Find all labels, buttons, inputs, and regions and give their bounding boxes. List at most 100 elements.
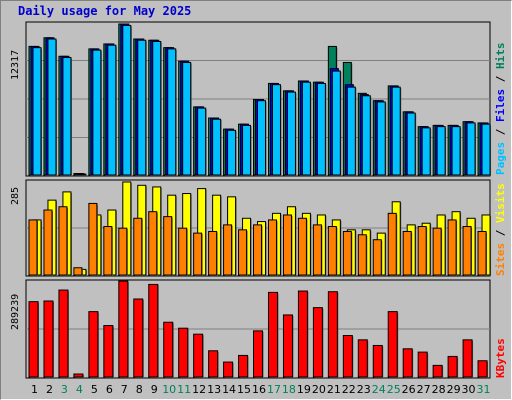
kbytes-bar-16 <box>253 330 264 378</box>
x-tick-label: 23 <box>357 383 371 396</box>
pages-bar-21 <box>331 70 341 176</box>
pages-bar-22 <box>346 86 356 176</box>
legend-visits: Visits <box>494 183 507 223</box>
sites-bar-30 <box>462 226 472 276</box>
pages-bar-4-shadow <box>78 175 87 176</box>
sites-bar-9 <box>148 211 158 276</box>
legend-sites: Sites <box>494 243 507 276</box>
legend-pages: Pages <box>494 142 507 175</box>
x-tick-label: 1 <box>31 383 38 396</box>
pages-bar-2 <box>47 38 57 176</box>
pages-bar-31 <box>481 123 491 176</box>
x-tick-label: 17 <box>267 383 281 396</box>
x-tick-label: 5 <box>91 383 98 396</box>
chart-title: Daily usage for May 2025 <box>18 4 192 18</box>
sites-bar-27 <box>417 226 427 276</box>
x-tick-label: 8 <box>136 383 143 396</box>
kbytes-bar-29 <box>447 355 458 378</box>
kbytes-bar-3 <box>58 289 69 378</box>
sites-bar-26 <box>402 230 412 276</box>
x-tick-label: 22 <box>342 383 356 396</box>
pages-bar-11 <box>182 61 192 176</box>
x-tick-label: 26 <box>402 383 416 396</box>
panel1-ymax-label: 12317 <box>10 50 21 80</box>
pages-bar-5 <box>92 49 102 176</box>
sites-bar-18 <box>282 214 292 276</box>
sites-bar-10 <box>163 216 173 276</box>
panel2-ymax-label: 285 <box>10 187 21 205</box>
pages-bar-24 <box>376 101 386 176</box>
kbytes-bar-15 <box>238 354 249 378</box>
x-tick-label: 3 <box>61 383 68 396</box>
kbytes-bar-30 <box>462 339 473 378</box>
x-tick-label: 16 <box>252 383 266 396</box>
pages-bar-29 <box>451 126 461 176</box>
sites-bar-6 <box>103 226 113 276</box>
pages-bar-4 <box>77 173 87 176</box>
x-tick-label: 28 <box>432 383 446 396</box>
kbytes-bar-9 <box>148 283 159 378</box>
x-tick-label: 27 <box>417 383 431 396</box>
kbytes-bar-5 <box>88 311 99 378</box>
kbytes-bar-24 <box>372 344 383 378</box>
svg-text:Pages / Files / Hits: Pages / Files / Hits <box>494 43 507 176</box>
pages-bar-7 <box>122 24 132 176</box>
kbytes-bar-23 <box>357 339 368 378</box>
sites-bar-2 <box>43 209 53 276</box>
pages-bar-25 <box>391 86 401 176</box>
sites-bar-29 <box>447 219 457 276</box>
pages-bar-8 <box>137 39 147 176</box>
pages-bar-6 <box>107 44 117 176</box>
sites-bar-5 <box>88 202 98 276</box>
pages-bar-26 <box>406 112 416 176</box>
sites-bar-14 <box>223 224 233 276</box>
pages-bar-27 <box>421 127 431 176</box>
kbytes-bar-2 <box>43 300 54 378</box>
panel3-ymax-label: 289239 <box>10 294 21 330</box>
kbytes-bar-26 <box>402 348 413 378</box>
kbytes-bar-19 <box>297 290 308 378</box>
sites-bar-8 <box>133 217 143 276</box>
sites-bar-4 <box>73 267 83 276</box>
kbytes-bar-17 <box>267 291 278 378</box>
x-tick-label: 14 <box>222 383 236 396</box>
x-tick-label: 29 <box>447 383 461 396</box>
sites-bar-28 <box>432 227 442 276</box>
x-tick-label: 30 <box>462 383 476 396</box>
kbytes-bar-28 <box>432 364 443 378</box>
sites-bar-3 <box>58 206 68 276</box>
svg-text:Sites / Visits: Sites / Visits <box>494 183 507 276</box>
legend-hits: Hits <box>494 43 507 70</box>
kbytes-bar-21 <box>327 291 338 378</box>
x-tick-label: 21 <box>327 383 341 396</box>
sites-bar-16 <box>253 224 263 276</box>
x-tick-label: 24 <box>372 383 386 396</box>
x-tick-label: 31 <box>477 383 491 396</box>
pages-bar-3 <box>62 57 72 176</box>
x-tick-label: 13 <box>207 383 221 396</box>
pages-bar-20 <box>316 82 326 176</box>
pages-bar-9 <box>152 40 162 176</box>
sites-bar-7 <box>118 227 128 276</box>
kbytes-bar-31 <box>477 360 488 378</box>
x-tick-label: 12 <box>192 383 206 396</box>
x-tick-label: 20 <box>312 383 326 396</box>
sites-bar-19 <box>297 217 307 276</box>
sites-bar-25 <box>387 212 397 276</box>
sites-bar-22 <box>342 230 352 276</box>
pages-bar-19 <box>301 81 311 176</box>
pages-bar-30 <box>466 122 476 176</box>
sites-bar-1 <box>28 219 38 276</box>
pages-bar-1 <box>32 47 42 176</box>
sites-bar-13 <box>208 230 218 276</box>
sites-bar-23 <box>357 234 367 276</box>
x-tick-label: 4 <box>76 383 83 396</box>
sites-bar-12 <box>193 232 203 276</box>
kbytes-bar-18 <box>282 314 293 378</box>
x-tick-label: 7 <box>121 383 128 396</box>
x-tick-label: 6 <box>106 383 113 396</box>
pages-bar-15 <box>242 124 252 176</box>
pages-bar-28 <box>436 126 446 176</box>
sites-bar-17 <box>267 219 277 276</box>
